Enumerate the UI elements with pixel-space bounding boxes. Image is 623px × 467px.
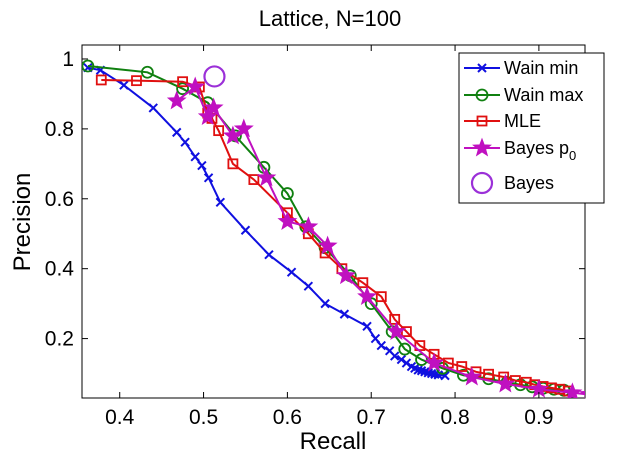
y-tick-label: 0.6 — [45, 188, 74, 211]
data-point-wain-min — [148, 103, 158, 113]
data-point-wain-min — [197, 160, 207, 171]
data-point-mle — [375, 291, 387, 303]
y-tick-label: 1 — [62, 48, 74, 71]
x-tick-label: 0.5 — [189, 406, 218, 429]
x-axis-title: Recall — [300, 428, 367, 455]
data-point-wain-min — [396, 354, 407, 365]
data-point-wain-min — [401, 358, 412, 368]
legend-item-bayes: Bayes — [470, 171, 554, 195]
legend-item-mle: MLE — [464, 111, 541, 131]
data-point-wain-min — [215, 197, 226, 207]
data-point-bayes-p — [357, 286, 377, 306]
legend-marker-bayes-p — [472, 137, 492, 157]
legend-marker-mle — [476, 115, 488, 127]
x-tick-label: 0.4 — [105, 406, 135, 429]
data-point-mle — [483, 368, 494, 380]
data-point-bayes-p — [386, 321, 407, 341]
series-bayes-p — [166, 76, 585, 398]
data-point-bayes-p — [495, 373, 516, 393]
data-point-wain-min — [362, 321, 372, 332]
data-point-mle — [357, 277, 369, 289]
data-point-bayes-p — [277, 211, 298, 230]
data-point-bayes-p — [298, 216, 319, 236]
data-point-wain-max — [398, 342, 412, 356]
chart-title: Lattice, N=100 — [259, 6, 401, 31]
legend-label-wain-max: Wain max — [504, 85, 583, 105]
data-point-wain-max — [280, 187, 294, 200]
legend-box — [458, 52, 605, 204]
data-point-wain-max — [176, 82, 190, 96]
data-point-mle — [95, 74, 107, 86]
data-point-wain-min — [389, 351, 400, 361]
x-axis: 0.4 0.5 0.6 0.7 0.8 0.9 — [105, 45, 553, 429]
data-point-bayes-p — [336, 265, 356, 285]
data-point-wain-min — [376, 340, 386, 351]
data-point-mle — [456, 361, 468, 372]
data-point-bayes-p — [424, 352, 445, 372]
data-point-bayes-p — [562, 382, 583, 398]
data-point-wain-min — [203, 173, 214, 183]
data-point-bayes-p — [203, 97, 224, 117]
data-point-mle — [248, 174, 260, 185]
data-point-wain-min — [339, 309, 350, 319]
data-point-wain-max — [82, 59, 95, 73]
legend-item-wain-max: Wain max — [464, 85, 583, 105]
data-point-wain-min — [286, 267, 297, 277]
series-bayes — [203, 65, 226, 88]
data-point-bayes-p — [185, 76, 206, 96]
data-point-wain-min — [190, 152, 200, 162]
data-point-bayes-p — [579, 390, 585, 398]
data-point-wain-min — [180, 137, 190, 147]
x-tick-label: 0.9 — [524, 406, 553, 429]
data-point-wain-min — [119, 80, 129, 90]
legend-marker-wain-max — [475, 88, 489, 102]
y-axis-title: Precision — [9, 173, 36, 272]
data-point-bayes — [203, 65, 226, 88]
series-layer — [82, 59, 585, 398]
legend-marker-wain-min — [477, 63, 487, 73]
y-axis: 0.2 0.4 0.6 0.8 1 — [45, 48, 585, 351]
data-point-wain-min — [303, 281, 314, 291]
data-point-wain-min — [320, 298, 330, 309]
data-point-bayes-p — [317, 235, 338, 255]
x-tick-label: 0.8 — [440, 406, 469, 429]
data-point-mle — [177, 76, 189, 88]
data-point-bayes-p — [461, 366, 482, 386]
x-tick-label: 0.7 — [357, 406, 386, 429]
data-point-wain-max — [415, 353, 428, 366]
data-point-mle — [227, 158, 239, 170]
series-wain-min — [83, 63, 450, 381]
data-point-bayes-p — [233, 118, 254, 138]
data-point-wain-max — [140, 65, 154, 79]
data-point-wain-max — [364, 297, 378, 311]
y-tick-label: 0.2 — [45, 328, 74, 351]
data-point-bayes-p — [256, 167, 277, 187]
legend-item-wain-min: Wain min — [464, 58, 578, 78]
y-tick-label: 0.4 — [45, 258, 75, 281]
data-point-bayes-p — [166, 90, 187, 110]
x-tick-label: 0.6 — [273, 406, 302, 429]
data-point-mle — [131, 75, 142, 87]
legend-marker-bayes — [470, 171, 494, 195]
legend-label-wain-min: Wain min — [504, 58, 578, 78]
data-point-mle — [389, 313, 401, 325]
data-point-wain-min — [264, 249, 274, 260]
legend-label-subscript: 0 — [569, 148, 576, 163]
data-point-wain-min — [172, 127, 182, 138]
data-point-wain-min — [240, 225, 251, 235]
data-point-mle — [213, 125, 225, 137]
legend-label-mle: MLE — [504, 111, 541, 131]
legend-label-bayes: Bayes — [504, 173, 554, 193]
y-tick-label: 0.8 — [45, 118, 74, 141]
